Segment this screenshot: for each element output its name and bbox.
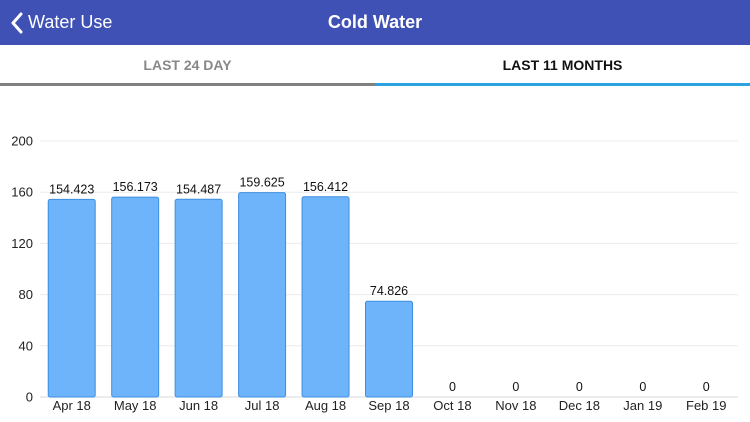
y-tick-label: 200: [11, 134, 33, 149]
bar: [238, 192, 287, 398]
x-tick-label: Feb 19: [686, 398, 726, 413]
y-tick-label: 40: [19, 338, 33, 353]
x-tick-label: Dec 18: [559, 398, 600, 413]
y-tick-label: 120: [11, 236, 33, 251]
bar: [111, 196, 160, 398]
bar-chart: 0 40 80 120 160 200 154.423 Apr 18 156.173 May 18…: [0, 86, 750, 422]
x-tick-label: Jan 19: [623, 398, 662, 413]
y-tick-label: 0: [26, 390, 33, 405]
data-label: 154.423: [49, 182, 94, 196]
back-button-label: Water Use: [28, 12, 113, 32]
chevron-left-icon: [10, 12, 24, 34]
tab-indicator: [0, 83, 375, 86]
x-tick-label: Nov 18: [495, 398, 536, 413]
tab-last-24-day[interactable]: LAST 24 DAY: [0, 45, 375, 86]
data-label: 156.412: [303, 180, 348, 194]
page-title: Cold Water: [327, 12, 423, 32]
data-label: 154.487: [176, 182, 221, 196]
tab-last-11-months[interactable]: LAST 11 MONTHS: [375, 45, 750, 86]
x-tick-label: Aug 18: [305, 398, 346, 413]
bar: [365, 300, 413, 398]
x-tick-label: Sep 18: [368, 398, 409, 413]
chart-canvas: 0 40 80 120 160 200 154.423 Apr 18 156.173 May 18…: [11, 134, 738, 413]
bar: [301, 196, 350, 398]
x-tick-label: Oct 18: [433, 398, 471, 413]
bar: [47, 198, 96, 398]
bar: [174, 198, 223, 398]
y-tick-label: 160: [11, 185, 33, 200]
data-label: 0: [576, 380, 583, 394]
data-label: 0: [449, 380, 456, 394]
x-tick-label: Apr 18: [53, 398, 91, 413]
back-button[interactable]: Water Use: [10, 0, 112, 45]
tab-label: LAST 24 DAY: [143, 57, 232, 73]
data-label: 74.826: [370, 284, 408, 298]
data-label: 156.173: [113, 180, 158, 194]
nav-bar: Water Use Cold Water: [0, 0, 750, 45]
tab-bar: LAST 24 DAY LAST 11 MONTHS: [0, 45, 750, 86]
data-label: 0: [703, 380, 710, 394]
data-label: 0: [639, 380, 646, 394]
tab-label: LAST 11 MONTHS: [502, 57, 623, 73]
x-tick-label: May 18: [114, 398, 157, 413]
x-tick-label: Jun 18: [179, 398, 218, 413]
data-label: 0: [512, 380, 519, 394]
y-tick-label: 80: [19, 287, 33, 302]
tab-indicator-active: [375, 83, 750, 86]
data-label: 159.625: [239, 176, 284, 190]
x-tick-label: Jul 18: [245, 398, 280, 413]
